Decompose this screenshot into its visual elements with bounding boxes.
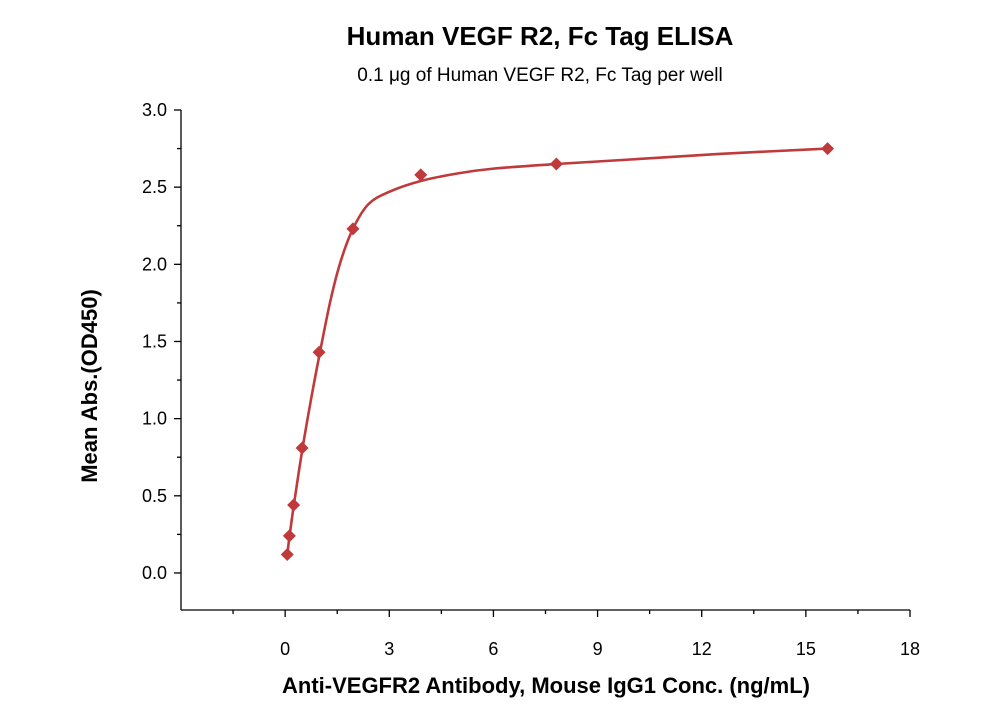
y-tick-label: 0.0 bbox=[142, 563, 167, 583]
data-point bbox=[821, 142, 835, 156]
data-point bbox=[414, 168, 428, 182]
y-tick-label: 1.0 bbox=[142, 409, 167, 429]
y-ticks: 0.0 0.5 1.0 1.5 2.0 2.5 3.0 bbox=[142, 100, 181, 583]
data-points bbox=[280, 142, 835, 561]
y-tick-label: 2.5 bbox=[142, 177, 167, 197]
data-point bbox=[295, 441, 309, 455]
data-point bbox=[549, 157, 563, 171]
x-tick-label: 18 bbox=[900, 639, 920, 659]
x-tick-label: 6 bbox=[488, 639, 498, 659]
y-tick-label: 3.0 bbox=[142, 100, 167, 120]
data-point bbox=[312, 345, 326, 359]
y-tick-label: 2.0 bbox=[142, 254, 167, 274]
data-point bbox=[346, 222, 360, 236]
y-tick-label: 0.5 bbox=[142, 486, 167, 506]
data-point bbox=[287, 498, 301, 512]
y-tick-label: 1.5 bbox=[142, 331, 167, 351]
x-tick-label: 0 bbox=[280, 639, 290, 659]
fit-curve bbox=[285, 147, 829, 556]
chart-title: Human VEGF R2, Fc Tag ELISA bbox=[347, 21, 734, 51]
x-tick-label: 12 bbox=[692, 639, 712, 659]
x-tick-label: 15 bbox=[796, 639, 816, 659]
data-point bbox=[280, 547, 294, 561]
data-point bbox=[282, 529, 296, 543]
x-tick-label: 3 bbox=[384, 639, 394, 659]
x-ticks: 0 3 6 9 12 15 18 bbox=[232, 610, 920, 659]
chart-subtitle: 0.1 μg of Human VEGF R2, Fc Tag per well bbox=[357, 65, 722, 86]
x-tick-label: 9 bbox=[593, 639, 603, 659]
x-axis-title: Anti-VEGFR2 Antibody, Mouse IgG1 Conc. (… bbox=[282, 673, 810, 698]
y-axis-title: Mean Abs.(OD450) bbox=[77, 289, 102, 483]
